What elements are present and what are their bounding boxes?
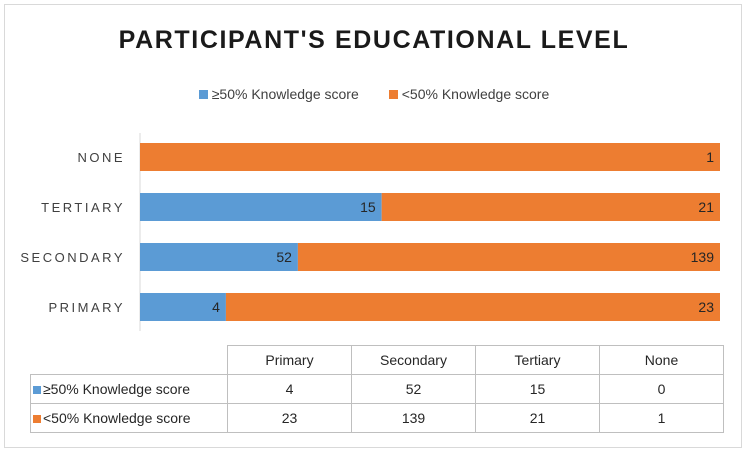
table-row: <50% Knowledge score 23 139 21 1 bbox=[30, 403, 724, 433]
table-cell: 23 bbox=[227, 403, 352, 433]
bar-data-label: 1 bbox=[706, 149, 714, 165]
bar-segment-high-score bbox=[140, 243, 298, 271]
category-tick-label: NONE bbox=[77, 150, 125, 165]
table-row-header: <50% Knowledge score bbox=[30, 403, 228, 433]
data-table: Primary Secondary Tertiary None ≥50% Kno… bbox=[30, 345, 724, 433]
bar-segment-low-score bbox=[381, 193, 720, 221]
table-column-header: Tertiary bbox=[475, 345, 600, 375]
table-cell: 15 bbox=[475, 374, 600, 404]
bar-data-label: 52 bbox=[276, 249, 292, 265]
bar-chart-plot: NONE 1 TERTIARY 15 21 SECONDARY 52 139 PRIMARY 4 2… bbox=[20, 133, 721, 331]
legend-label-low-score: <50% Knowledge score bbox=[401, 86, 550, 102]
bar-segment-low-score bbox=[225, 293, 721, 321]
bar-data-label: 4 bbox=[212, 299, 220, 315]
table-cell: 139 bbox=[351, 403, 476, 433]
bar-segment-high-score bbox=[140, 293, 226, 321]
bar-data-label: 23 bbox=[698, 299, 714, 315]
table-row-swatch bbox=[33, 386, 41, 394]
legend-item-low-score: <50% Knowledge score bbox=[388, 84, 550, 104]
category-tick-label: TERTIARY bbox=[41, 200, 125, 215]
table-row-label: ≥50% Knowledge score bbox=[43, 381, 190, 397]
table-column-header: Primary bbox=[227, 345, 352, 375]
table-cell: 1 bbox=[599, 403, 724, 433]
legend-swatch-low-score bbox=[388, 89, 398, 99]
bar-segment-high-score bbox=[140, 193, 382, 221]
bar-data-label: 21 bbox=[698, 199, 714, 215]
table-row-label: <50% Knowledge score bbox=[43, 410, 191, 426]
chart-legend: ≥50% Knowledge score <50% Knowledge scor… bbox=[0, 84, 748, 104]
table-header-row: Primary Secondary Tertiary None bbox=[30, 345, 724, 375]
legend-label-high-score: ≥50% Knowledge score bbox=[211, 86, 359, 102]
chart-frame bbox=[4, 4, 742, 448]
category-tick-label: PRIMARY bbox=[49, 300, 126, 315]
table-cell: 4 bbox=[227, 374, 352, 404]
chart-title: PARTICIPANT'S EDUCATIONAL LEVEL bbox=[118, 26, 630, 54]
table-column-header: Secondary bbox=[351, 345, 476, 375]
legend-swatch-high-score bbox=[198, 89, 208, 99]
table-cell: 0 bbox=[599, 374, 724, 404]
bar-segment-low-score bbox=[140, 143, 720, 171]
category-tick-label: SECONDARY bbox=[20, 250, 125, 265]
table-cell: 52 bbox=[351, 374, 476, 404]
table-row-header: ≥50% Knowledge score bbox=[30, 374, 228, 404]
bar-segment-low-score bbox=[297, 243, 720, 271]
table-row: ≥50% Knowledge score 4 52 15 0 bbox=[30, 374, 724, 404]
table-row-swatch bbox=[33, 415, 41, 423]
bar-data-label: 15 bbox=[360, 199, 376, 215]
table-column-header: None bbox=[599, 345, 724, 375]
bar-data-label: 139 bbox=[691, 249, 715, 265]
legend-item-high-score: ≥50% Knowledge score bbox=[198, 84, 359, 104]
table-corner-cell bbox=[30, 345, 228, 375]
table-cell: 21 bbox=[475, 403, 600, 433]
